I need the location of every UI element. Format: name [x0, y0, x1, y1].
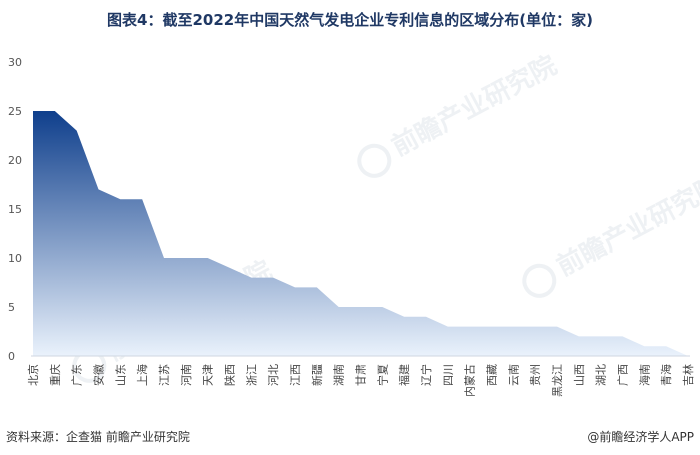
data-point-云南 — [512, 325, 515, 328]
x-tick-label: 浙江 — [245, 364, 258, 386]
data-point-海南 — [643, 345, 646, 348]
y-tick-label: 20 — [8, 154, 22, 167]
x-tick-label: 湖南 — [333, 364, 346, 386]
data-point-四川 — [446, 325, 449, 328]
data-point-江西 — [294, 286, 297, 289]
x-tick-label: 贵州 — [529, 364, 542, 386]
data-point-浙江 — [250, 276, 253, 279]
y-tick-label: 25 — [8, 105, 22, 118]
data-point-福建 — [403, 315, 406, 318]
data-point-黑龙江 — [556, 325, 559, 328]
x-tick-label: 福建 — [397, 364, 411, 386]
data-point-湖南 — [337, 306, 340, 309]
x-tick-label: 广西 — [617, 364, 630, 386]
x-tick-label: 陕西 — [223, 364, 237, 386]
x-tick-label: 四川 — [442, 364, 455, 386]
x-tick-label: 重庆 — [48, 364, 62, 386]
x-tick-label: 西藏 — [486, 364, 499, 386]
data-point-内蒙古 — [468, 325, 471, 328]
data-point-广西 — [621, 335, 624, 338]
area-series — [32, 110, 688, 356]
data-point-河北 — [272, 276, 275, 279]
y-tick-label: 15 — [8, 203, 22, 216]
data-point-陕西 — [228, 266, 231, 269]
data-point-青海 — [665, 345, 668, 348]
data-point-北京 — [32, 110, 35, 113]
y-tick-label: 0 — [8, 350, 15, 363]
data-point-天津 — [206, 257, 209, 260]
y-axis: 0 5 10 15 20 25 30 — [8, 56, 22, 363]
x-tick-label: 青海 — [659, 364, 673, 386]
x-tick-label: 河南 — [180, 364, 193, 386]
data-point-山东 — [119, 198, 122, 201]
x-tick-label: 广东 — [71, 364, 84, 386]
x-tick-label: 山西 — [573, 364, 586, 386]
x-tick-label: 海南 — [637, 364, 651, 386]
data-point-江苏 — [163, 257, 166, 260]
data-point-广东 — [75, 129, 78, 132]
data-point-重庆 — [53, 110, 56, 113]
x-tick-label: 湖北 — [595, 364, 608, 386]
x-tick-label: 北京 — [26, 364, 40, 386]
x-tick-label: 上海 — [135, 364, 149, 386]
x-tick-label: 天津 — [202, 364, 215, 386]
brand-credit: @前瞻经济学人APP — [587, 430, 694, 444]
data-point-安徽 — [97, 188, 100, 191]
x-tick-label: 山东 — [114, 364, 127, 386]
x-tick-label: 江西 — [289, 364, 302, 386]
x-tick-label: 河北 — [267, 364, 280, 386]
x-tick-label: 内蒙古 — [463, 364, 477, 397]
area-fill — [33, 111, 688, 356]
x-tick-label: 甘肃 — [355, 364, 368, 386]
data-point-新疆 — [315, 286, 318, 289]
chart-title: 图表4：截至2022年中国天然气发电企业专利信息的区域分布(单位：家) — [107, 11, 593, 29]
data-point-上海 — [141, 198, 144, 201]
x-tick-label: 新疆 — [310, 364, 324, 386]
x-tick-label: 辽宁 — [419, 364, 433, 386]
x-tick-label: 云南 — [507, 364, 520, 386]
data-point-山西 — [577, 335, 580, 338]
data-point-甘肃 — [359, 306, 362, 309]
x-tick-label: 吉林 — [681, 364, 695, 386]
x-tick-label: 安徽 — [92, 364, 106, 386]
x-axis: 北京 重庆 广东 安徽 山东 上海 江苏 河南 天津 陕西 浙江 河北 江西 新疆 湖南 甘肃 宁夏 福建 辽宁 四川… — [26, 355, 695, 397]
data-point-宁夏 — [381, 306, 384, 309]
data-point-湖北 — [599, 335, 602, 338]
data-point-贵州 — [534, 325, 537, 328]
y-tick-label: 5 — [8, 301, 15, 314]
x-tick-label: 宁夏 — [375, 364, 389, 386]
source-note: 资料来源：企查猫 前瞻产业研究院 — [6, 430, 190, 444]
data-point-辽宁 — [425, 315, 428, 318]
y-tick-label: 30 — [8, 56, 22, 69]
x-tick-label: 江苏 — [158, 364, 171, 386]
data-point-河南 — [184, 257, 187, 260]
y-tick-label: 10 — [8, 252, 22, 265]
x-tick-label: 黑龙江 — [551, 364, 564, 397]
data-point-西藏 — [490, 325, 493, 328]
